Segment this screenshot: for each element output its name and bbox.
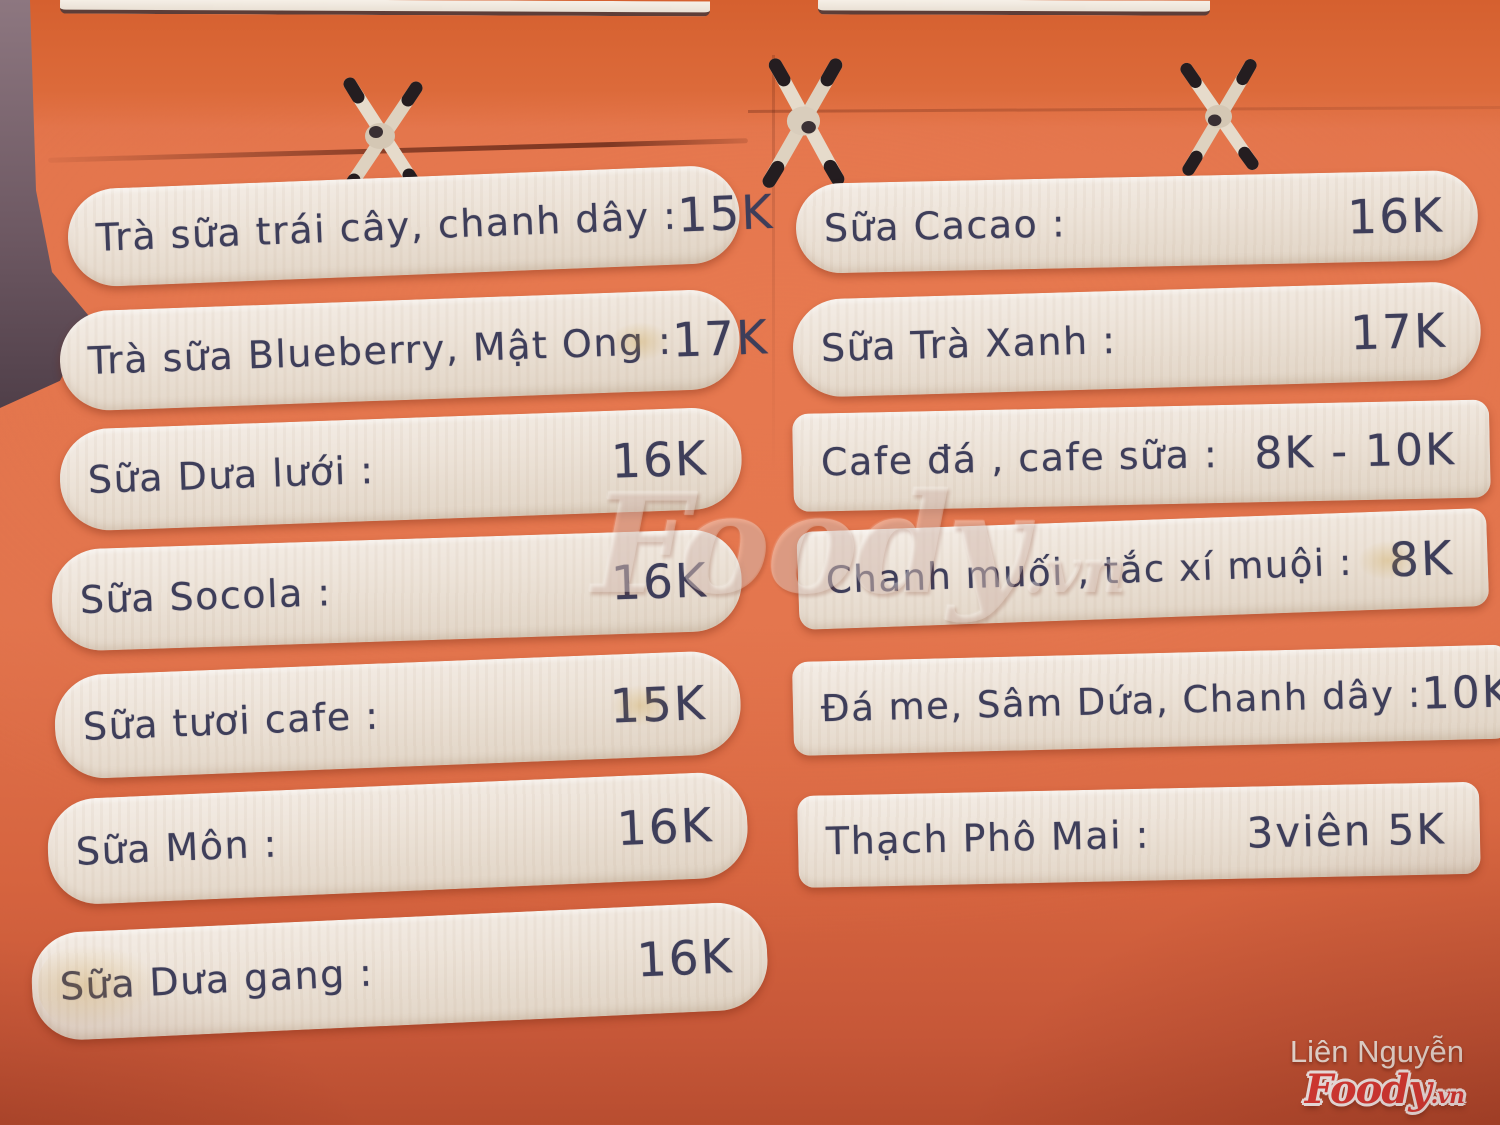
menu-stick: Trà sữa Blueberry, Mật Ong : 17K [58, 288, 770, 412]
photo-credit: Liên Nguyễn Foody.vn [1289, 1034, 1465, 1113]
item-price: 10K [1421, 665, 1500, 720]
menu-stick: Cafe đá , cafe sữa : 8K - 10K [791, 399, 1491, 512]
credit-author: Liên Nguyễn [1289, 1034, 1464, 1069]
item-name: Sữa Socola : [79, 570, 333, 623]
item-price: 15K [676, 184, 776, 244]
item-name: Thạch Phô Mai : [825, 812, 1151, 864]
menu-stick: Sữa Cacao : 16K [795, 169, 1479, 274]
item-price: 16K [635, 928, 735, 989]
menu-stick: Đá me, Sâm Dứa, Chanh dây : 10K [791, 644, 1500, 756]
item-price: 16K [610, 552, 709, 611]
item-name: Đá me, Sâm Dứa, Chanh dây : [820, 672, 1423, 730]
menu-stick: Sữa Socola : 16K [50, 528, 744, 652]
item-price: 16K [615, 797, 715, 857]
menu-stick: Thạch Phô Mai : 3viên 5K [797, 781, 1481, 888]
page-seam [772, 55, 775, 475]
item-price: 15K [608, 675, 708, 735]
item-name: Trà sữa Blueberry, Mật Ong : [87, 318, 674, 384]
item-price: 16K [1346, 187, 1445, 245]
item-price: 3viên 5K [1246, 803, 1447, 858]
item-price: 17K [671, 309, 770, 369]
item-price: 8K [1387, 530, 1455, 588]
item-name: Sữa tươi cafe : [82, 693, 381, 749]
item-price: 17K [1349, 303, 1448, 361]
menu-stick: Sữa Dưa gang : 16K [29, 900, 770, 1042]
thread-stitch-icon [762, 58, 845, 188]
item-price: 16K [610, 430, 709, 490]
item-name: Sữa Dưa lưới : [87, 448, 376, 503]
item-name: Sữa Cacao : [823, 201, 1067, 251]
item-name: Chanh muối , tắc xí muội : [825, 540, 1354, 602]
menu-stick: Trà sữa trái cây, chanh dây : 15K [66, 164, 775, 288]
item-name: Sữa Môn : [75, 821, 279, 874]
foody-logo-brand: Foody [1304, 1065, 1432, 1113]
menu-stick: Sữa Môn : 16K [45, 770, 750, 906]
thread-stitch-icon [1180, 59, 1259, 176]
menu-stick: Chanh muối , tắc xí muội : 8K [796, 507, 1490, 630]
foody-logo-tld: .vn [1430, 1082, 1465, 1109]
item-name: Sữa Trà Xanh : [820, 317, 1118, 371]
foody-logo: Foody.vn [1290, 1065, 1465, 1113]
item-price: 8K - 10K [1253, 423, 1457, 479]
page-above-stick-sliver [59, 0, 711, 17]
item-name: Cafe đá , cafe sữa : [820, 432, 1219, 485]
menu-stick: Sữa Dưa lưới : 16K [58, 406, 744, 532]
item-name: Trà sữa trái cây, chanh dây : [95, 193, 679, 260]
menu-stick: Sữa Trà Xanh : 17K [791, 280, 1483, 398]
page-above-stick-sliver [817, 0, 1211, 16]
item-name: Sữa Dưa gang : [58, 950, 375, 1009]
menu-stick: Sữa tươi cafe : 15K [53, 649, 743, 780]
